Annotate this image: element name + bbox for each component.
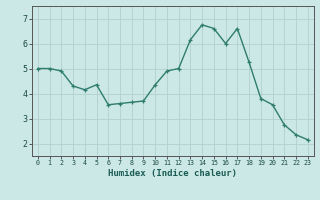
X-axis label: Humidex (Indice chaleur): Humidex (Indice chaleur) — [108, 169, 237, 178]
